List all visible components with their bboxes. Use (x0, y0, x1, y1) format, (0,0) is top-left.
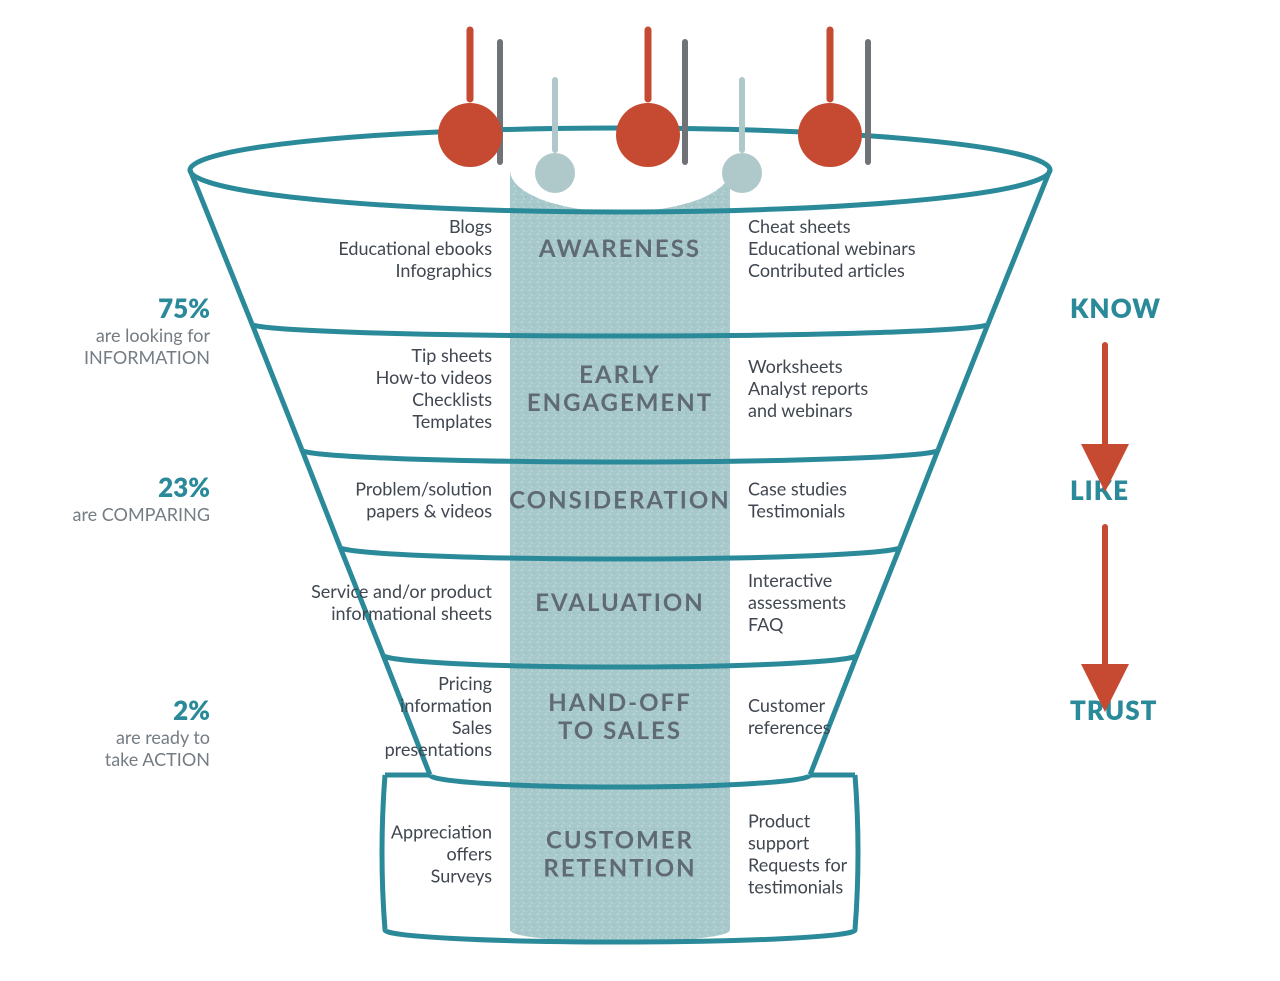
stage-right-item: references (748, 716, 831, 738)
left-annotation-pct: 23% (158, 471, 210, 503)
stage-right-item: Educational webinars (748, 237, 916, 259)
stage-title: CUSTOMER (546, 826, 694, 855)
stage-right-item: Analyst reports (748, 377, 868, 399)
stage-right-item: Case studies (748, 478, 847, 500)
drop-ball-red (438, 103, 502, 167)
stage-title: AWARENESS (538, 234, 701, 263)
stage-left-item: information (400, 694, 492, 716)
stage-right-item: Cheat sheets (748, 215, 851, 237)
stage-right-item: and webinars (748, 399, 853, 421)
drop-ball-red (798, 103, 862, 167)
stage-right-item: support (748, 832, 810, 854)
funnel-wall-right (988, 170, 1050, 324)
funnel-wall-right (938, 324, 988, 450)
right-label: KNOW (1070, 292, 1161, 324)
stage-right-item: Worksheets (748, 355, 843, 377)
stage-left-item: Blogs (449, 215, 492, 237)
drop-ball-red (616, 103, 680, 167)
stage-title: ENGAGEMENT (527, 388, 713, 417)
stage-left-item: Templates (412, 410, 492, 432)
left-annotation-line2: take ACTION (105, 748, 210, 770)
stage-title: CONSIDERATION (509, 486, 731, 515)
stage-right-item: Testimonials (748, 500, 845, 522)
stage-left-item: Surveys (431, 865, 493, 887)
funnel-wall-right (855, 775, 858, 930)
stage-left-item: Sales (452, 716, 492, 738)
stage-right-item: assessments (748, 591, 846, 613)
stage-right-item: FAQ (748, 613, 784, 635)
stage-right-item: Customer (748, 694, 826, 716)
left-annotation-line1: are ready to (116, 726, 210, 748)
stage-right-item: Interactive (748, 569, 832, 591)
left-annotation-pct: 2% (173, 694, 210, 726)
stage-left-item: papers & videos (366, 500, 492, 522)
stage-left-item: Problem/solution (355, 478, 492, 500)
left-annotation-line2: INFORMATION (84, 346, 210, 368)
stage-left-item: informational sheets (331, 602, 492, 624)
stage-left-item: Educational ebooks (338, 237, 492, 259)
stage-title: TO SALES (558, 716, 682, 745)
stage-title: HAND-OFF (548, 688, 691, 717)
funnel-wall-right (857, 547, 900, 655)
stage-right-item: Requests for (748, 854, 848, 876)
stage-left-item: Service and/or product (311, 580, 492, 602)
funnel-wall-left (382, 775, 385, 930)
stage-left-item: Infographics (395, 259, 492, 281)
left-annotation-pct: 75% (158, 292, 210, 324)
funnel-wall-left (252, 324, 302, 450)
stage-left-item: Checklists (412, 388, 492, 410)
stage-title: RETENTION (543, 853, 696, 882)
funnel-wall-right (900, 450, 938, 547)
drop-ball-teal (535, 153, 575, 193)
stage-title: EVALUATION (535, 588, 705, 617)
stage-left-item: Tip sheets (411, 344, 492, 366)
right-label: TRUST (1070, 694, 1157, 726)
stage-left-item: Pricing (438, 672, 492, 694)
left-annotation-line1: are looking for (96, 324, 211, 346)
stage-right-item: testimonials (748, 876, 843, 898)
right-label: LIKE (1070, 474, 1129, 506)
drop-ball-teal (722, 153, 762, 193)
stage-right-item: Contributed articles (748, 259, 905, 281)
left-annotation-line1: are COMPARING (73, 503, 210, 525)
stage-left-item: offers (447, 843, 493, 865)
funnel-wall-left (302, 450, 340, 547)
stage-right-item: Product (748, 810, 811, 832)
stage-title: EARLY (579, 360, 661, 389)
stage-left-item: presentations (385, 738, 493, 760)
stage-left-item: Appreciation (391, 821, 492, 843)
stage-left-item: How-to videos (376, 366, 493, 388)
